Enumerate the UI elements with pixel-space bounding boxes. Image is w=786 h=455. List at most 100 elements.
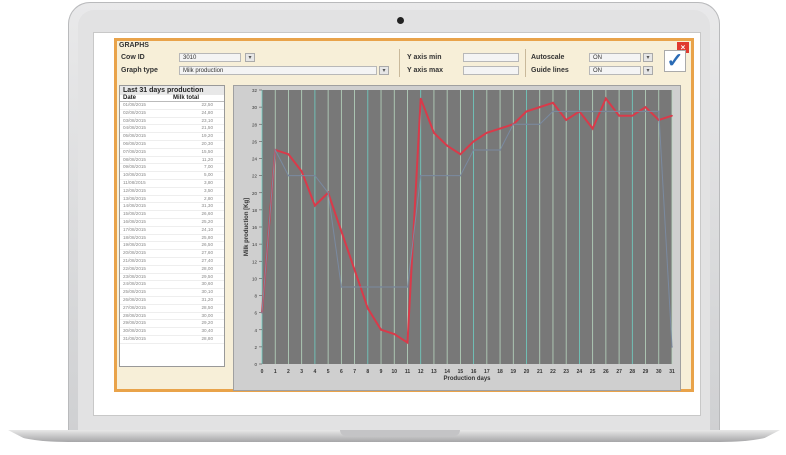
column-date: Date	[123, 95, 137, 101]
list-item[interactable]: 05/08/2015 19,20	[120, 133, 224, 141]
list-item[interactable]: 21/08/2015 27,40	[120, 258, 224, 266]
list-item[interactable]: 02/08/2015 24,80	[120, 110, 224, 118]
series-2-point	[538, 123, 541, 126]
list-item-date: 09/08/2015	[123, 164, 146, 170]
series-1-point	[552, 102, 554, 104]
list-item[interactable]: 11/08/2015 3,80	[120, 180, 224, 188]
list-item[interactable]: 31/08/2015 28,80	[120, 336, 224, 344]
list-item[interactable]: 01/08/2015 22,50	[120, 102, 224, 110]
chart-panel: 0 2 4 6 8 10 12 14 16 18 20 22 24 26 28 30 32 0 1 2 3 4 5 6 7 8 9 1…	[233, 85, 681, 391]
webcam-icon	[397, 17, 404, 24]
list-item[interactable]: 24/08/2015 30,60	[120, 281, 224, 290]
list-item[interactable]: 08/08/2015 11,20	[120, 157, 224, 165]
cow-id-dropdown-icon[interactable]: ▾	[245, 53, 255, 62]
header-divider	[525, 49, 526, 77]
list-item[interactable]: 13/08/2015 2,80	[120, 196, 224, 204]
close-icon[interactable]: ×	[677, 42, 689, 53]
list-item-date: 10/08/2015	[123, 172, 146, 178]
y-tick-label: 4	[254, 328, 257, 333]
list-item-total: 19,20	[201, 133, 214, 139]
cow-id-field[interactable]: 3010	[179, 53, 241, 62]
x-tick-label: 28	[630, 369, 636, 375]
list-item[interactable]: 20/08/2015 27,60	[120, 250, 224, 258]
list-rows: 01/08/2015 22,50 02/08/2015 24,80 03/08/2015…	[120, 102, 224, 344]
graph-type-field[interactable]: Milk production	[179, 66, 377, 75]
x-tick-label: 16	[471, 369, 477, 375]
autoscale-dropdown-icon[interactable]: ▾	[643, 53, 653, 62]
guide-lines-dropdown-icon[interactable]: ▾	[643, 66, 653, 75]
guide-lines-field[interactable]: ON	[589, 66, 641, 75]
list-item-date: 04/08/2015	[123, 125, 146, 131]
list-item[interactable]: 07/08/2015 15,50	[120, 149, 224, 157]
list-item[interactable]: 15/08/2015 26,60	[120, 211, 224, 219]
list-item-total: 30,60	[201, 281, 214, 287]
series-2-point	[367, 286, 369, 288]
list-item-total: 30,40	[201, 328, 214, 334]
graph-type-dropdown-icon[interactable]: ▾	[379, 66, 389, 75]
plot-area	[262, 90, 672, 364]
list-item[interactable]: 19/08/2015 26,50	[120, 242, 224, 251]
x-tick-label: 12	[418, 369, 424, 375]
series-1-point	[486, 132, 488, 134]
list-item[interactable]: 06/08/2015 20,30	[120, 141, 224, 149]
x-tick-label: 14	[444, 369, 450, 375]
x-tick-label: 23	[563, 369, 569, 375]
series-2-point	[261, 311, 263, 314]
laptop-notch	[340, 430, 460, 436]
list-item-total: 26,60	[201, 211, 214, 217]
series-1-point	[644, 106, 647, 108]
list-item[interactable]: 10/08/2015 5,00	[120, 172, 224, 180]
y-axis-max-field[interactable]	[463, 66, 519, 75]
list-item-total: 26,50	[201, 242, 214, 248]
list-item[interactable]: 03/08/2015 23,10	[120, 118, 224, 126]
autoscale-field[interactable]: ON	[589, 53, 641, 62]
x-tick-label: 8	[366, 369, 369, 375]
list-item[interactable]: 04/08/2015 21,50	[120, 125, 224, 134]
cow-id-label: Cow ID	[121, 54, 145, 61]
series-1-point	[367, 307, 369, 310]
list-item[interactable]: 26/08/2015 31,20	[120, 297, 224, 305]
list-item[interactable]: 22/08/2015 28,00	[120, 266, 224, 274]
list-item[interactable]: 14/08/2015 31,30	[120, 203, 224, 212]
list-item[interactable]: 28/08/2015 30,00	[120, 313, 224, 321]
check-icon[interactable]: ✓	[664, 50, 686, 72]
list-item[interactable]: 30/08/2015 30,40	[120, 328, 224, 336]
x-tick-label: 25	[590, 369, 596, 375]
series-2-point	[644, 110, 647, 113]
series-2-point	[419, 174, 422, 177]
x-tick-label: 2	[287, 369, 290, 375]
series-1-point	[499, 127, 501, 130]
series-1-point	[525, 110, 528, 113]
list-item-total: 25,20	[201, 218, 214, 224]
list-item-date: 29/08/2015	[123, 320, 146, 326]
y-tick-label: 14	[252, 242, 258, 247]
x-axis-label: Production days	[443, 376, 491, 382]
list-item[interactable]: 17/08/2015 24,10	[120, 227, 224, 235]
list-item-date: 17/08/2015	[123, 226, 146, 232]
y-axis-min-field[interactable]	[463, 53, 519, 62]
x-tick-label: 15	[458, 369, 464, 375]
series-2-point	[605, 110, 607, 113]
list-item-total: 22,50	[201, 102, 214, 107]
list-item-date: 24/08/2015	[123, 281, 146, 287]
list-item-total: 23,10	[201, 117, 214, 123]
list-item[interactable]: 27/08/2015 28,50	[120, 305, 224, 313]
x-tick-label: 13	[431, 369, 437, 375]
series-1-point	[393, 333, 396, 335]
list-item[interactable]: 18/08/2015 25,80	[120, 235, 224, 243]
list-item[interactable]: 12/08/2015 3,50	[120, 188, 224, 196]
list-item[interactable]: 25/08/2015 30,10	[120, 289, 224, 297]
series-1-point	[538, 106, 541, 108]
x-tick-label: 27	[616, 369, 622, 375]
list-item[interactable]: 29/08/2015 29,20	[120, 320, 224, 329]
list-item-date: 01/08/2015	[123, 102, 146, 107]
list-item[interactable]: 09/08/2015 7,00	[120, 164, 224, 173]
y-tick-label: 28	[252, 122, 258, 127]
x-tick-label: 20	[524, 369, 530, 375]
list-item[interactable]: 23/08/2015 29,50	[120, 274, 224, 282]
series-1-point	[618, 114, 620, 117]
list-item[interactable]: 16/08/2015 25,20	[120, 219, 224, 227]
graphs-window: GRAPHS × Cow ID 3010 ▾ Graph type Milk p…	[114, 38, 694, 392]
series-line-1	[261, 96, 673, 345]
series-2-point	[300, 174, 303, 177]
